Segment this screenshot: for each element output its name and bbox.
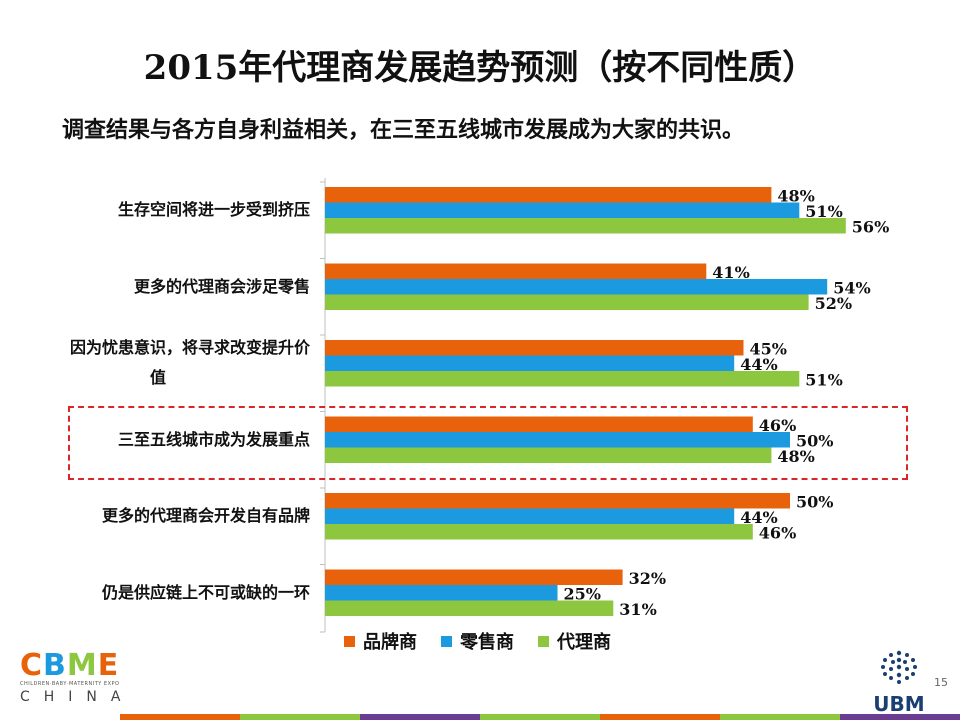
bar-retailer <box>325 585 558 601</box>
data-label: 41% <box>712 263 749 282</box>
bar-brand <box>325 187 772 203</box>
bar-brand <box>325 493 790 509</box>
legend-label: 零售商 <box>460 632 514 653</box>
legend-swatch <box>538 635 549 647</box>
bar-brand <box>325 416 753 432</box>
data-label: 56% <box>852 218 889 237</box>
footer-segment <box>360 714 480 720</box>
data-label: 25% <box>564 585 601 604</box>
data-label: 44% <box>740 508 777 527</box>
cbme-letter: E <box>97 648 120 683</box>
bar-retailer <box>325 432 790 448</box>
legend-item: 零售商 <box>441 628 514 654</box>
ubm-logo: UBM <box>864 650 934 716</box>
cbme-letter: C <box>20 648 44 683</box>
bar-agent <box>325 524 753 540</box>
legend-label: 代理商 <box>557 632 611 653</box>
data-label: 44% <box>740 355 777 374</box>
data-label: 46% <box>759 416 796 435</box>
data-label: 50% <box>796 432 833 451</box>
bar-brand <box>325 569 623 585</box>
category-label: 更多的代理商会涉足零售 <box>133 276 310 296</box>
page-title: 2015年代理商发展趋势预测（按不同性质） <box>143 48 817 88</box>
category-label: 更多的代理商会开发自有品牌 <box>101 506 310 526</box>
legend-item: 品牌商 <box>344 628 417 654</box>
category-label: 三至五线城市成为发展重点 <box>117 429 310 449</box>
data-label: 54% <box>833 279 870 298</box>
category-label: 因为忧患意识，将寻求改变提升价 <box>69 338 310 358</box>
data-label: 51% <box>805 371 842 390</box>
bar-retailer <box>325 355 735 371</box>
cbme-letter: M <box>66 648 98 683</box>
bar-agent <box>325 600 614 616</box>
data-label: 46% <box>759 524 796 543</box>
footer-segment <box>720 714 840 720</box>
legend-swatch <box>441 635 452 647</box>
ubm-logo-text: UBM <box>873 692 925 716</box>
cbme-logo-subtitle: CHILDREN·BABY·MATERNITY EXPO <box>20 681 120 687</box>
cbme-logo-word: CBME <box>20 648 134 683</box>
bar-retailer <box>325 508 735 524</box>
bar-brand <box>325 263 707 279</box>
cbme-logo-region: CHINA <box>20 689 135 705</box>
data-label: 32% <box>629 569 666 588</box>
category-label: 值 <box>150 368 167 388</box>
footer-color-bar <box>120 714 960 720</box>
page-number: 15 <box>934 676 948 689</box>
category-label: 仍是供应链上不可或缺的一环 <box>101 582 310 602</box>
bar-retailer <box>325 279 828 295</box>
legend-item: 代理商 <box>538 628 611 654</box>
ubm-dots-icon <box>881 650 917 684</box>
data-label: 45% <box>750 340 787 359</box>
data-label: 48% <box>777 447 814 466</box>
data-label: 50% <box>796 493 833 512</box>
cbme-logo: CBME CHILDREN·BABY·MATERNITY EXPO CHINA <box>20 648 134 705</box>
bar-brand <box>325 340 744 356</box>
footer-segment <box>840 714 960 720</box>
data-label: 52% <box>815 294 852 313</box>
page-subtitle: 调查结果与各方自身利益相关，在三至五线城市发展成为大家的共识。 <box>62 118 745 143</box>
category-label: 生存空间将进一步受到挤压 <box>117 200 310 220</box>
bar-agent <box>325 447 772 463</box>
bar-agent <box>325 294 809 310</box>
legend-label: 品牌商 <box>363 632 417 653</box>
data-label: 48% <box>777 187 814 206</box>
chart-legend: 品牌商 零售商 代理商 <box>344 628 611 654</box>
data-label: 51% <box>805 202 842 221</box>
legend-swatch <box>344 635 355 647</box>
footer-segment <box>480 714 600 720</box>
bar-agent <box>325 218 846 234</box>
highlight-box <box>68 406 908 480</box>
footer-segment <box>240 714 360 720</box>
bar-retailer <box>325 202 800 218</box>
cbme-letter: B <box>43 648 67 683</box>
footer-segment <box>120 714 240 720</box>
footer-segment <box>600 714 720 720</box>
bar-agent <box>325 371 800 387</box>
data-label: 31% <box>619 600 656 619</box>
